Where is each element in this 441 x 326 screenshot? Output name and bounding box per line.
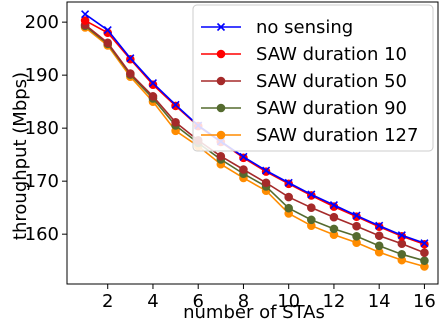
data-point <box>397 250 407 259</box>
data-point <box>239 165 248 174</box>
data-point <box>261 178 271 188</box>
legend-label: SAW duration 50 <box>256 71 407 92</box>
plot-area <box>66 1 439 285</box>
data-point <box>284 192 293 202</box>
x-tick-label: 16 <box>413 291 436 312</box>
x-axis-label: number of STAs <box>183 302 325 323</box>
legend-marker <box>216 103 226 113</box>
series-line <box>84 19 425 245</box>
data-point <box>80 16 90 25</box>
legend-entry: no sensing <box>201 17 353 38</box>
plot-frame <box>66 1 439 285</box>
y-axis-label: throughput (Mbps) <box>10 72 31 240</box>
data-point <box>171 100 180 109</box>
data-point <box>307 215 316 225</box>
x-tick-label: 2 <box>102 291 113 312</box>
legend-label: SAW duration 90 <box>256 98 407 119</box>
legend: no sensing SAW duration 10 SAW duration 50… <box>192 4 434 152</box>
data-point <box>397 239 407 249</box>
legend-label: SAW duration 10 <box>256 44 407 65</box>
data-point <box>374 241 384 251</box>
x-tick-label: 4 <box>147 291 158 312</box>
y-tick-label: 190 <box>25 65 59 86</box>
data-point <box>148 80 158 89</box>
data-point <box>126 69 135 78</box>
series-line <box>84 25 425 262</box>
data-point <box>420 256 429 265</box>
data-point <box>329 212 339 222</box>
y-tick-label: 160 <box>25 224 59 245</box>
y-tick-label: 170 <box>25 171 59 192</box>
data-point <box>284 203 293 213</box>
series-line <box>84 24 425 254</box>
data-point <box>352 221 361 231</box>
legend-entry: SAW duration 90 <box>201 98 407 119</box>
x-tick-label: 12 <box>322 291 345 312</box>
legend-label: SAW duration 127 <box>256 125 418 146</box>
legend-box <box>192 4 434 152</box>
x-tick-label: 8 <box>238 291 249 312</box>
data-point <box>148 79 158 88</box>
data-point <box>216 151 226 161</box>
data-point <box>420 239 429 248</box>
data-point <box>352 211 361 220</box>
data-point <box>307 190 316 199</box>
data-point <box>262 166 271 175</box>
legend-entry: SAW duration 10 <box>201 44 407 65</box>
legend-marker <box>216 49 226 59</box>
data-point <box>284 178 293 187</box>
y-tick-label: 200 <box>25 12 59 33</box>
data-point <box>103 28 113 38</box>
series-0 <box>81 10 429 248</box>
data-point <box>397 231 406 240</box>
y-tick-label: 180 <box>25 118 59 139</box>
legend-marker <box>216 76 226 86</box>
legend-entry: SAW duration 127 <box>201 125 418 146</box>
data-point <box>148 92 158 101</box>
data-point <box>103 26 112 35</box>
data-point <box>329 200 339 210</box>
data-point <box>103 38 113 48</box>
data-point <box>420 248 429 258</box>
series-2 <box>80 20 429 258</box>
data-point <box>352 231 361 241</box>
legend-entry: SAW duration 50 <box>201 71 407 92</box>
legend-label: no sensing <box>256 17 353 38</box>
data-point <box>239 152 248 161</box>
data-point <box>307 203 316 212</box>
legend-marker <box>216 130 226 140</box>
series-line <box>84 13 425 244</box>
x-tick-label: 6 <box>192 291 203 312</box>
axis-ticks: 2 4 6 8 10 12 14 16 160 170 180 190 200 <box>25 12 436 312</box>
x-tick-label: 10 <box>277 291 300 312</box>
data-point <box>375 221 384 230</box>
data-point <box>374 231 384 241</box>
data-point <box>329 224 339 234</box>
data-point <box>126 54 135 63</box>
data-point <box>81 10 90 19</box>
legend-marker <box>216 22 226 32</box>
series-line <box>84 26 425 268</box>
data-point <box>171 118 180 127</box>
x-tick-label: 14 <box>368 291 391 312</box>
